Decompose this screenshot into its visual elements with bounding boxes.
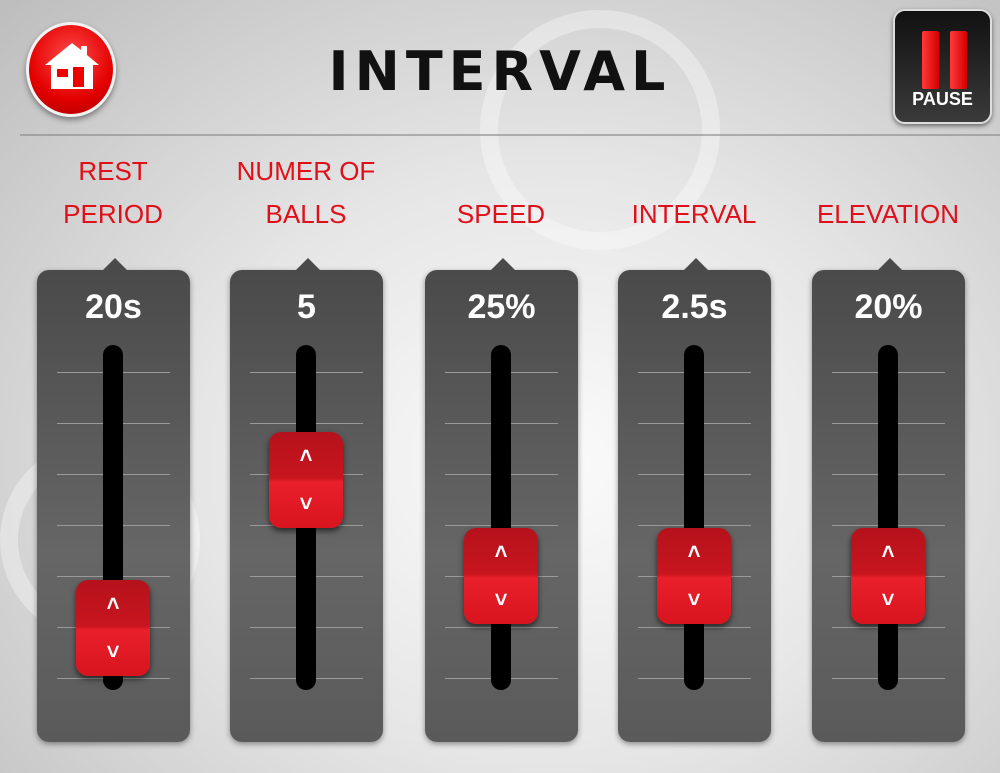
chevron-up-icon[interactable]: ˄ <box>299 442 313 468</box>
chevron-down-icon[interactable]: ˅ <box>687 587 701 613</box>
slider-panel: 20% ˄ ˅ <box>812 258 965 742</box>
divider <box>20 134 1000 136</box>
slider-label-line2: INTERVAL <box>631 199 757 229</box>
chevron-down-icon[interactable]: ˅ <box>106 638 120 664</box>
page-title: INTERVAL <box>328 40 672 103</box>
chevron-up-icon[interactable]: ˄ <box>106 590 120 616</box>
slider-panel: 20s ˄ ˅ <box>37 258 190 742</box>
slider-label-line2: SPEED <box>456 199 546 229</box>
slider-panel: 2.5s ˄ ˅ <box>618 258 771 742</box>
slider-label: REST PERIOD <box>33 150 193 236</box>
slider-value: 25% <box>467 288 536 326</box>
chevron-up-icon[interactable]: ˄ <box>881 539 895 565</box>
slider-track[interactable] <box>684 345 704 690</box>
slider-track[interactable] <box>491 345 511 690</box>
chevron-down-icon[interactable]: ˅ <box>881 587 895 613</box>
slider-track[interactable] <box>878 345 898 690</box>
slider-label-line2: BALLS <box>265 199 347 229</box>
slider-handle[interactable]: ˄ ˅ <box>657 528 731 625</box>
slider-label: ELEVATION <box>808 150 968 236</box>
home-icon <box>45 43 99 89</box>
slider-value: 20s <box>85 288 142 326</box>
slider-value: 2.5s <box>661 288 728 326</box>
pause-label: PAUSE <box>912 89 973 109</box>
slider-handle[interactable]: ˄ ˅ <box>851 528 925 625</box>
slider-label-line2: ELEVATION <box>816 199 960 229</box>
slider-handle[interactable]: ˄ ˅ <box>269 431 343 528</box>
slider-value: 20% <box>854 288 923 326</box>
chevron-up-icon[interactable]: ˄ <box>687 539 701 565</box>
slider-label-line1: REST <box>78 156 148 186</box>
slider-panel: 5 ˄ ˅ <box>230 258 383 742</box>
chevron-down-icon[interactable]: ˅ <box>299 490 313 516</box>
slider-value: 5 <box>297 288 316 326</box>
slider-label: SPEED <box>421 150 581 236</box>
slider-panel: 25% ˄ ˅ <box>425 258 578 742</box>
pause-button[interactable]: PAUSE <box>893 9 992 124</box>
slider-label-line2: PERIOD <box>63 199 163 229</box>
chevron-down-icon[interactable]: ˅ <box>494 587 508 613</box>
slider-label: INTERVAL <box>614 150 774 236</box>
slider-handle[interactable]: ˄ ˅ <box>464 528 538 625</box>
chevron-up-icon[interactable]: ˄ <box>494 539 508 565</box>
home-button[interactable] <box>26 22 116 117</box>
slider-label-line1: NUMER OF <box>236 156 376 186</box>
slider-handle[interactable]: ˄ ˅ <box>76 579 150 676</box>
slider-label: NUMER OF BALLS <box>226 150 386 236</box>
